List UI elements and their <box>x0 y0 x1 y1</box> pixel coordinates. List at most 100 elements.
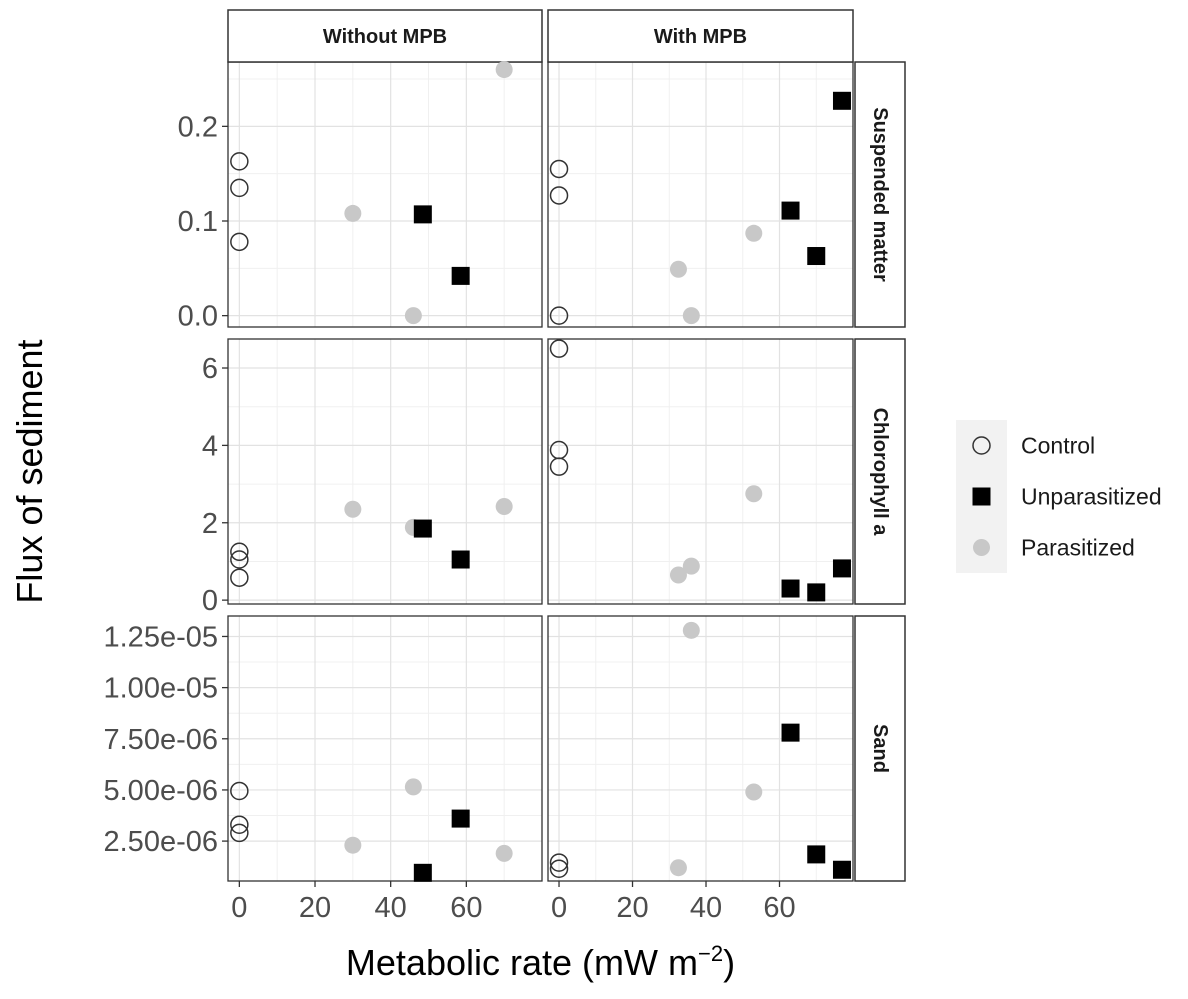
data-point-control <box>230 550 249 569</box>
column-strip-label: Without MPB <box>323 26 447 48</box>
y-tick-label: 4 <box>202 430 218 462</box>
data-point-unparasitized <box>807 845 826 864</box>
row-strip <box>854 61 906 328</box>
data-point-unparasitized <box>832 91 851 110</box>
data-point-unparasitized <box>832 559 851 578</box>
y-tick-label: 0.0 <box>178 301 218 333</box>
y-tick-label: 2.50e-06 <box>104 826 219 858</box>
panel-background <box>548 616 853 881</box>
column-strip <box>227 9 543 63</box>
row-strip <box>854 615 906 882</box>
x-tick-label: 60 <box>450 892 482 924</box>
data-point-unparasitized <box>807 583 826 602</box>
data-point-control <box>549 853 569 872</box>
row-strip <box>854 338 906 605</box>
legend-key-unparasitized <box>972 487 991 506</box>
panel-border <box>227 615 543 882</box>
data-point-control <box>549 339 569 358</box>
data-point-parasitized <box>495 498 513 516</box>
data-point-control <box>230 823 249 843</box>
y-tick-label: 0.1 <box>178 206 218 238</box>
panel-border <box>547 615 854 882</box>
x-tick-label: 20 <box>299 892 331 924</box>
y-tick-label: 1.25e-05 <box>104 621 219 653</box>
data-point-parasitized <box>745 224 763 242</box>
y-tick-label: 0 <box>202 585 218 617</box>
legend-key-background <box>956 420 1007 471</box>
data-point-control <box>549 306 569 325</box>
x-tick-label: 60 <box>763 892 795 924</box>
y-tick-label: 2 <box>202 508 218 540</box>
data-point-parasitized <box>404 307 422 325</box>
panel-border <box>547 338 854 605</box>
data-point-unparasitized <box>413 205 432 224</box>
y-axis-title: Flux of sediment <box>9 339 50 603</box>
data-point-unparasitized <box>781 723 800 742</box>
data-point-control <box>230 152 249 171</box>
data-point-unparasitized <box>781 201 800 220</box>
x-tick-label: 0 <box>231 892 247 924</box>
data-point-parasitized <box>669 859 687 877</box>
data-point-parasitized <box>745 485 763 503</box>
column-strip-label: With MPB <box>654 26 747 48</box>
data-point-control <box>549 859 569 878</box>
data-point-control <box>230 178 249 198</box>
data-point-control <box>230 568 249 587</box>
column-strip <box>547 9 854 63</box>
data-point-control <box>230 542 249 562</box>
data-point-unparasitized <box>413 519 432 538</box>
data-point-parasitized <box>495 61 513 79</box>
data-point-parasitized <box>669 566 687 584</box>
x-tick-label: 0 <box>551 892 567 924</box>
legend-key-control <box>972 436 991 455</box>
data-point-parasitized <box>745 783 763 801</box>
panel-background <box>228 616 542 881</box>
data-point-parasitized <box>404 778 422 796</box>
panel-background <box>228 339 542 604</box>
data-point-parasitized <box>495 844 513 862</box>
data-point-parasitized <box>344 836 362 854</box>
y-tick-label: 5.00e-06 <box>104 775 219 807</box>
x-axis-title-close: ) <box>723 942 735 983</box>
x-axis-title-superscript: −2 <box>698 941 723 966</box>
data-point-unparasitized <box>807 247 826 266</box>
data-point-control <box>230 781 249 801</box>
panel-border <box>227 338 543 605</box>
data-point-parasitized <box>344 500 362 518</box>
panel-background <box>228 62 542 327</box>
legend-label: Parasitized <box>1021 535 1135 561</box>
row-strip-label: Chlorophyll a <box>869 408 891 537</box>
legend-key-parasitized <box>973 539 990 556</box>
y-tick-label: 0.2 <box>178 111 218 143</box>
row-strip-label: Sand <box>869 724 891 773</box>
data-point-unparasitized <box>451 550 470 569</box>
y-tick-label: 6 <box>202 353 218 385</box>
data-point-unparasitized <box>832 860 851 879</box>
x-axis-title: Metabolic rate (mW m−2) <box>346 941 735 983</box>
data-point-control <box>549 457 569 476</box>
data-point-control <box>549 186 569 205</box>
x-tick-label: 40 <box>690 892 722 924</box>
data-point-parasitized <box>669 260 687 278</box>
data-point-parasitized <box>682 557 700 575</box>
data-point-unparasitized <box>451 266 470 285</box>
x-axis-title-text: Metabolic rate (mW m <box>346 942 698 983</box>
panel-background <box>548 339 853 604</box>
y-tick-label: 7.50e-06 <box>104 724 219 756</box>
y-tick-label: 1.00e-05 <box>104 673 219 705</box>
data-point-parasitized <box>682 307 700 325</box>
data-point-parasitized <box>344 204 362 222</box>
x-tick-label: 20 <box>616 892 648 924</box>
x-tick-label: 40 <box>375 892 407 924</box>
row-strip-label: Suspended matter <box>869 107 891 282</box>
data-point-control <box>230 232 249 252</box>
data-point-control <box>549 159 569 179</box>
data-point-control <box>230 815 249 834</box>
data-point-unparasitized <box>781 579 800 598</box>
data-point-unparasitized <box>413 863 432 882</box>
data-point-parasitized <box>682 621 700 639</box>
legend-label: Control <box>1021 433 1095 459</box>
panel-background <box>548 62 853 327</box>
